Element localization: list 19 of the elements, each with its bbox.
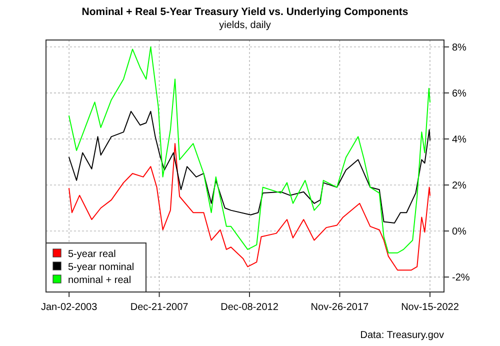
y-tick-label: -2% (452, 272, 470, 284)
chart-subtitle: yields, daily (219, 20, 271, 31)
x-tick-label: Nov-26-2017 (310, 302, 370, 313)
y-tick-label: 6% (452, 88, 467, 100)
y-tick-label: 0% (452, 226, 467, 238)
text: Data: Treasury.gov (360, 330, 444, 341)
line-series (68, 143, 430, 271)
y-tick-label: 4% (452, 134, 467, 146)
chart-title: Nominal + Real 5-Year Treasury Yield vs. Underlying Components (82, 6, 408, 18)
x-tick-label: Nov-15-2022 (401, 302, 460, 313)
legend-label: nominal + real (68, 275, 132, 286)
x-tick-label: Jan-02-2003 (40, 302, 98, 313)
x-tick-label: Dec-21-2007 (130, 302, 189, 313)
y-tick-label: 8% (452, 42, 467, 54)
legend-label: 5-year real (68, 249, 116, 260)
y-tick-label: 2% (452, 180, 467, 192)
line-series (68, 110, 430, 224)
legend-label: 5-year nominal (68, 262, 134, 273)
x-tick-label: Dec-08-2012 (220, 302, 279, 313)
